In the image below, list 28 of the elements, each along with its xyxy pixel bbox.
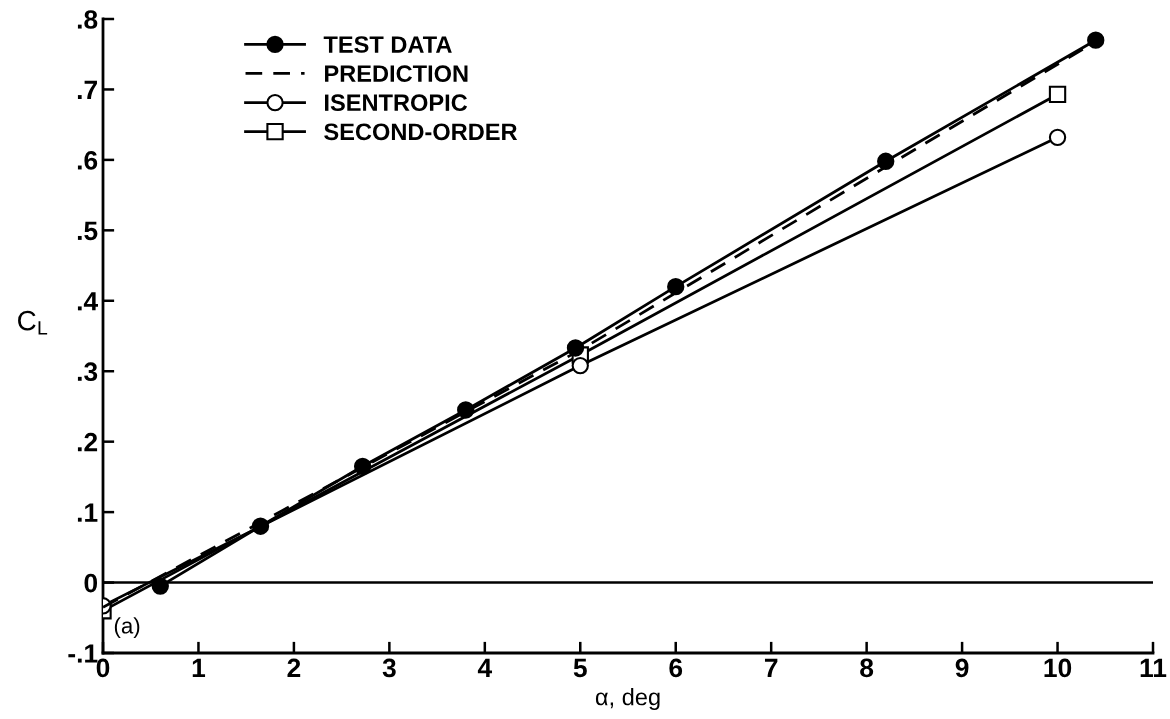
y-tick-label: .7: [77, 80, 97, 100]
legend-label: SECOND-ORDER: [324, 123, 518, 141]
x-tick-label: 7: [764, 658, 778, 677]
legend-label: TEST DATA: [323, 36, 452, 53]
x-tick-label: 2: [287, 658, 301, 677]
legend-label: PREDICTION: [325, 65, 468, 82]
y-tick-label: .8: [77, 10, 98, 29]
x-tick-label: 10: [1044, 658, 1072, 678]
x-tick-label: 3: [382, 658, 396, 678]
y-tick-label: .4: [77, 292, 98, 311]
x-tick-label: 11: [1140, 658, 1167, 677]
x-tick-label: 9: [955, 658, 969, 678]
y-tick-label: .1: [77, 503, 98, 522]
x-axis-title: α, deg: [595, 688, 660, 711]
x-tick-label: 6: [669, 658, 683, 678]
y-tick-label: -.1: [68, 644, 98, 663]
x-tick-label: 5: [573, 658, 587, 678]
y-axis-title: C$_{L}$: [18, 310, 48, 335]
y-tick-label: .6: [77, 151, 98, 170]
x-tick-label: 4: [477, 658, 493, 677]
y-tick-label: .5: [77, 221, 98, 241]
y-tick-label: .3: [77, 362, 98, 382]
annotation: (a): [114, 617, 140, 638]
legend-label: ISENTROPIC: [325, 94, 468, 112]
x-tick-label: 8: [860, 658, 874, 678]
y-tick-label: 0: [84, 573, 98, 593]
y-tick-label: .2: [77, 432, 98, 452]
x-tick-label: 1: [192, 658, 206, 677]
